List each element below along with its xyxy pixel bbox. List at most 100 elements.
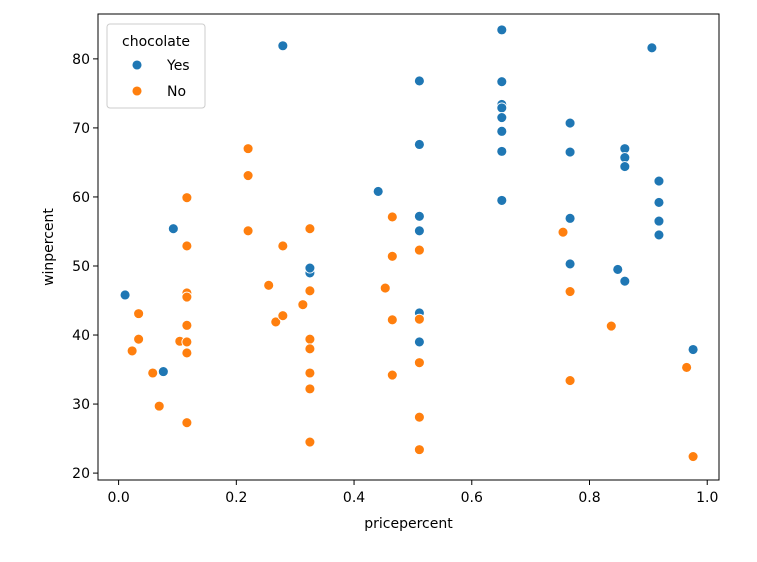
data-point-no [297, 299, 309, 311]
data-point-no [181, 192, 193, 204]
legend-marker-no [131, 85, 143, 97]
legend-label-yes: Yes [166, 58, 190, 74]
data-point-no [304, 436, 316, 448]
data-point-no [413, 357, 425, 369]
data-point-no [413, 244, 425, 256]
x-tick-label: 0.2 [225, 490, 247, 506]
data-point-no [304, 285, 316, 297]
data-point-no [386, 369, 398, 381]
data-point-no [181, 347, 193, 359]
data-point-yes [653, 197, 665, 208]
data-point-yes [653, 175, 665, 187]
data-point-no [242, 170, 254, 182]
data-point-no [147, 367, 159, 379]
data-point-yes [413, 225, 425, 237]
data-point-no [413, 313, 425, 325]
data-point-no [564, 375, 576, 387]
data-point-yes [564, 258, 576, 270]
data-point-no [413, 411, 425, 423]
data-point-no [133, 333, 145, 345]
y-tick-label: 60 [72, 190, 90, 206]
data-point-yes [372, 185, 384, 197]
data-point-yes [619, 143, 631, 155]
data-point-no [181, 319, 193, 331]
legend-marker-yes [131, 59, 143, 71]
points-layer [119, 24, 699, 462]
data-point-no [681, 362, 693, 373]
data-point-no [386, 250, 398, 262]
data-point-yes [619, 152, 631, 164]
y-tick-label: 80 [72, 52, 90, 68]
x-tick-label: 0.0 [107, 490, 129, 506]
data-point-yes [304, 262, 316, 274]
data-point-yes [612, 263, 624, 275]
data-point-no [242, 225, 254, 237]
data-point-yes [413, 139, 425, 150]
data-point-no [564, 286, 576, 297]
x-tick-label: 0.4 [343, 490, 365, 506]
data-point-yes [496, 125, 508, 137]
data-point-no [181, 336, 193, 348]
y-tick-label: 50 [72, 259, 90, 275]
legend-title: chocolate [122, 34, 190, 50]
data-point-yes [687, 344, 699, 355]
data-point-yes [413, 75, 425, 87]
data-point-no [687, 451, 699, 462]
data-point-no [304, 343, 316, 355]
data-point-yes [413, 210, 425, 222]
data-point-no [277, 240, 289, 252]
data-point-no [277, 310, 289, 322]
data-point-yes [653, 229, 665, 241]
data-point-no [133, 308, 145, 320]
data-point-no [304, 367, 316, 379]
x-axis-label: pricepercent [364, 516, 453, 532]
data-point-yes [564, 212, 576, 224]
y-tick-label: 70 [72, 121, 90, 137]
data-point-no [379, 282, 391, 294]
data-point-yes [564, 146, 576, 158]
data-point-no [263, 279, 275, 291]
data-point-yes [496, 24, 508, 36]
data-point-yes [619, 161, 631, 173]
data-point-no [181, 417, 193, 429]
y-tick-label: 30 [72, 397, 90, 413]
x-tick-label: 1.0 [696, 490, 718, 506]
data-point-no [181, 240, 193, 252]
data-point-no [304, 383, 316, 395]
data-point-no [304, 333, 316, 345]
data-point-no [181, 291, 193, 303]
y-axis-ticks: 20 30 40 50 60 70 80 [72, 52, 98, 482]
data-point-yes [646, 42, 658, 54]
data-point-yes [496, 194, 508, 206]
data-point-yes [496, 102, 508, 114]
axes-frame [97, 13, 720, 481]
data-point-no [242, 143, 254, 155]
x-tick-label: 0.6 [461, 490, 483, 506]
x-tick-label: 0.8 [578, 490, 600, 506]
data-point-yes [413, 336, 425, 348]
data-point-no [557, 226, 569, 238]
data-point-no [413, 444, 425, 456]
legend-box [106, 23, 206, 109]
data-point-yes [564, 117, 576, 129]
x-axis-ticks: 0.0 0.2 0.4 0.6 0.8 1.0 [107, 480, 718, 506]
data-point-yes [653, 215, 665, 227]
data-point-no [126, 345, 138, 357]
data-point-no [386, 314, 398, 326]
data-point-yes [496, 76, 508, 88]
data-point-no [605, 320, 617, 332]
data-point-yes [496, 145, 508, 157]
y-tick-label: 20 [72, 466, 90, 482]
data-point-no [386, 211, 398, 223]
data-point-yes [277, 40, 289, 52]
data-point-no [304, 223, 316, 235]
data-point-yes [496, 112, 508, 124]
legend-label-no: No [167, 84, 186, 100]
data-point-yes [157, 366, 169, 378]
y-axis-label: winpercent [41, 208, 57, 286]
legend: chocolate Yes No [106, 23, 206, 109]
data-point-yes [167, 223, 179, 235]
y-tick-label: 40 [72, 328, 90, 344]
